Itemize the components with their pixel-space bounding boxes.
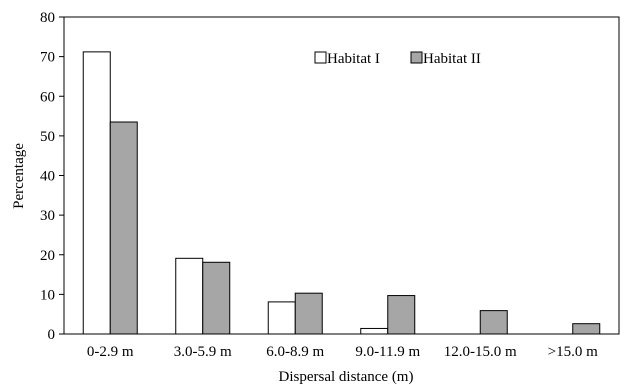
x-tick-label: 6.0-8.9 m — [266, 344, 324, 360]
x-tick-label: 9.0-11.9 m — [355, 344, 420, 360]
bar — [572, 323, 601, 335]
bar — [175, 257, 204, 335]
x-tick-label: >15.0 m — [548, 344, 598, 360]
legend-swatch — [314, 51, 327, 64]
y-tick-label: 50 — [40, 129, 55, 145]
x-tick-label: 0-2.9 m — [87, 344, 134, 360]
plot-area: 0 10 20 30 40 50 60 70 80 0-2.9 m 3.0-5.9 m 6.0-8.9… — [40, 10, 620, 360]
bar — [294, 292, 323, 335]
x-tick-label: 3.0-5.9 m — [174, 344, 232, 360]
x-axis-title: Dispersal distance (m) — [279, 369, 414, 385]
bar — [202, 261, 231, 335]
y-tick-label: 20 — [40, 248, 55, 264]
y-tick-label: 60 — [40, 89, 55, 105]
bar — [82, 51, 111, 335]
legend-label: Habitat II — [423, 51, 481, 67]
y-tick-label: 70 — [40, 50, 55, 66]
y-tick-label: 30 — [40, 208, 55, 224]
y-tick-label: 40 — [40, 169, 55, 185]
legend-label: Habitat I — [327, 51, 380, 67]
bar — [387, 295, 416, 335]
y-tick-label: 0 — [48, 327, 56, 343]
legend-swatch — [410, 51, 423, 64]
y-axis-title: Percentage — [11, 143, 27, 209]
bar — [479, 310, 508, 335]
y-tick-label: 80 — [40, 10, 55, 26]
y-tick-label: 10 — [40, 287, 55, 303]
bar — [267, 301, 296, 335]
bar — [360, 327, 389, 335]
x-tick-label: 12.0-15.0 m — [444, 344, 517, 360]
bar — [109, 121, 138, 335]
